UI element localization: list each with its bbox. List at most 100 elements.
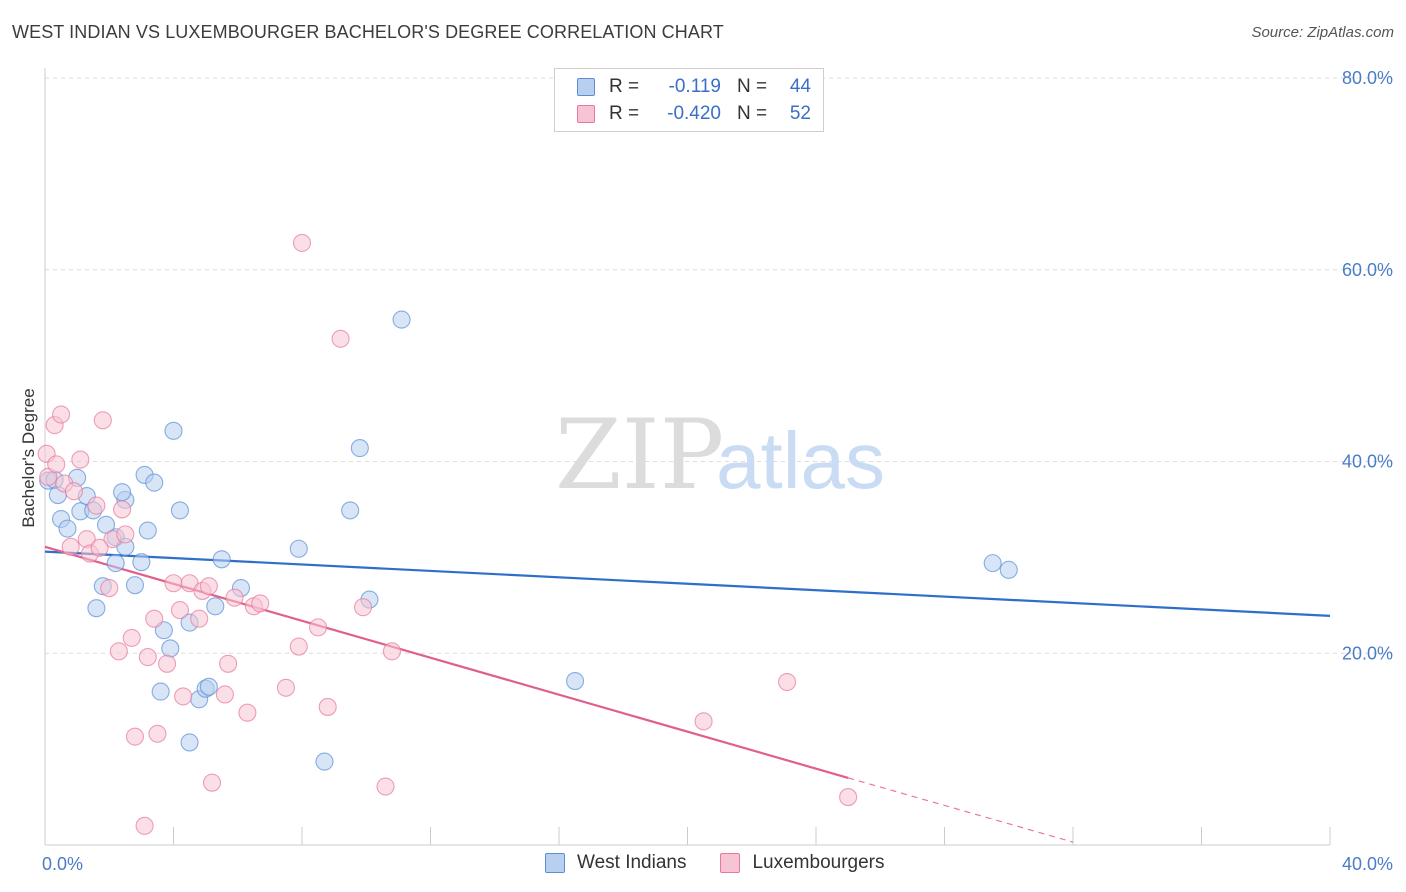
- point-west-indians: [113, 483, 132, 502]
- point-luxembourgers: [64, 482, 83, 501]
- chart-title: WEST INDIAN VS LUXEMBOURGER BACHELOR'S D…: [12, 22, 724, 42]
- n-value: 52: [789, 103, 811, 124]
- watermark-atlas: atlas: [716, 416, 885, 505]
- chart-source: Source: ZipAtlas.com: [1251, 24, 1394, 41]
- point-luxembourgers: [203, 773, 222, 792]
- point-luxembourgers: [251, 594, 270, 613]
- point-west-indians: [566, 672, 585, 691]
- legend-item-west-indians: West Indians: [545, 852, 686, 874]
- point-luxembourgers: [113, 500, 132, 519]
- x-tick-label: 40.0%: [1342, 854, 1393, 874]
- point-west-indians: [87, 599, 106, 618]
- point-luxembourgers: [116, 525, 135, 544]
- y-tick-label: 60.0%: [1342, 260, 1393, 280]
- r-value: -0.420: [667, 103, 721, 124]
- point-luxembourgers: [382, 642, 402, 661]
- point-luxembourgers: [135, 816, 154, 835]
- legend-row-luxembourgers: R = -0.420 N = 52: [577, 102, 811, 126]
- point-luxembourgers: [778, 672, 797, 692]
- point-luxembourgers: [309, 618, 328, 637]
- point-luxembourgers: [52, 405, 71, 424]
- n-label: N =: [737, 103, 768, 124]
- correlation-legend: R = -0.119 N = 44 R = -0.420 N = 52: [554, 68, 824, 132]
- y-tick-label: 80.0%: [1342, 68, 1393, 88]
- point-west-indians: [180, 733, 199, 752]
- legend-swatch-west-indians: [545, 853, 565, 873]
- point-west-indians: [315, 752, 334, 771]
- point-west-indians: [58, 519, 77, 538]
- legend-swatch-west-indians: [577, 78, 595, 96]
- point-luxembourgers: [47, 455, 66, 474]
- y-tick-labels: 20.0% 40.0% 60.0% 80.0%: [1342, 68, 1393, 663]
- series-legend: West Indians Luxembourgers: [545, 852, 919, 874]
- point-luxembourgers: [145, 609, 164, 628]
- point-luxembourgers: [170, 601, 189, 620]
- trend-line-west-indians: [44, 550, 1331, 617]
- r-label: R =: [609, 76, 640, 97]
- legend-row-west-indians: R = -0.119 N = 44: [577, 75, 811, 99]
- y-axis-label: Bachelor's Degree: [19, 388, 38, 527]
- point-luxembourgers: [353, 598, 373, 617]
- point-luxembourgers: [93, 411, 112, 430]
- r-label: R =: [609, 103, 640, 124]
- grid-lines: [45, 77, 1392, 654]
- point-west-indians: [999, 560, 1018, 579]
- point-west-indians: [170, 501, 189, 520]
- point-luxembourgers: [90, 538, 109, 557]
- legend-item-luxembourgers: Luxembourgers: [720, 852, 885, 874]
- point-west-indians: [161, 639, 180, 658]
- point-west-indians: [983, 554, 1002, 573]
- point-west-indians: [164, 421, 183, 440]
- point-west-indians: [289, 539, 308, 558]
- point-luxembourgers: [164, 574, 183, 593]
- point-west-indians: [206, 597, 225, 616]
- point-luxembourgers: [148, 724, 167, 743]
- point-luxembourgers: [158, 654, 177, 673]
- point-luxembourgers: [109, 642, 128, 661]
- data-points: [37, 233, 1018, 835]
- point-west-indians: [138, 521, 157, 540]
- x-tick-labels: 0.0% 40.0%: [42, 854, 1393, 874]
- trend-line-dashed-luxembourgers: [847, 777, 1074, 843]
- y-tick-label: 40.0%: [1342, 452, 1393, 472]
- point-luxembourgers: [276, 678, 295, 697]
- point-luxembourgers: [694, 712, 713, 731]
- point-west-indians: [151, 682, 170, 701]
- point-luxembourgers: [839, 788, 858, 807]
- point-luxembourgers: [87, 496, 106, 515]
- point-luxembourgers: [174, 687, 193, 706]
- point-luxembourgers: [125, 727, 144, 746]
- point-west-indians: [199, 677, 218, 696]
- watermark: ZIP atlas: [555, 399, 885, 511]
- point-luxembourgers: [292, 233, 312, 252]
- n-value: 44: [789, 76, 811, 97]
- point-west-indians: [392, 310, 411, 329]
- point-luxembourgers: [199, 577, 218, 596]
- point-west-indians: [341, 501, 360, 520]
- point-luxembourgers: [61, 537, 80, 556]
- n-label: N =: [737, 76, 768, 97]
- legend-label-west-indians: West Indians: [577, 852, 687, 873]
- legend-label-luxembourgers: Luxembourgers: [752, 852, 885, 873]
- point-west-indians: [212, 550, 231, 569]
- point-luxembourgers: [190, 609, 209, 628]
- x-tick-label: 0.0%: [42, 854, 83, 874]
- point-west-indians: [106, 554, 125, 573]
- point-luxembourgers: [318, 697, 337, 716]
- point-luxembourgers: [100, 579, 119, 598]
- point-luxembourgers: [225, 588, 244, 607]
- point-luxembourgers: [376, 777, 395, 796]
- point-luxembourgers: [122, 628, 141, 647]
- point-luxembourgers: [331, 329, 350, 348]
- point-luxembourgers: [71, 450, 90, 469]
- point-luxembourgers: [219, 654, 238, 673]
- legend-swatch-luxembourgers: [720, 853, 741, 873]
- point-west-indians: [132, 553, 151, 572]
- point-luxembourgers: [215, 685, 234, 704]
- point-luxembourgers: [138, 648, 157, 667]
- point-luxembourgers: [238, 703, 257, 722]
- watermark-zip: ZIP: [555, 399, 724, 511]
- y-tick-label: 20.0%: [1342, 643, 1393, 663]
- r-value: -0.119: [668, 76, 721, 97]
